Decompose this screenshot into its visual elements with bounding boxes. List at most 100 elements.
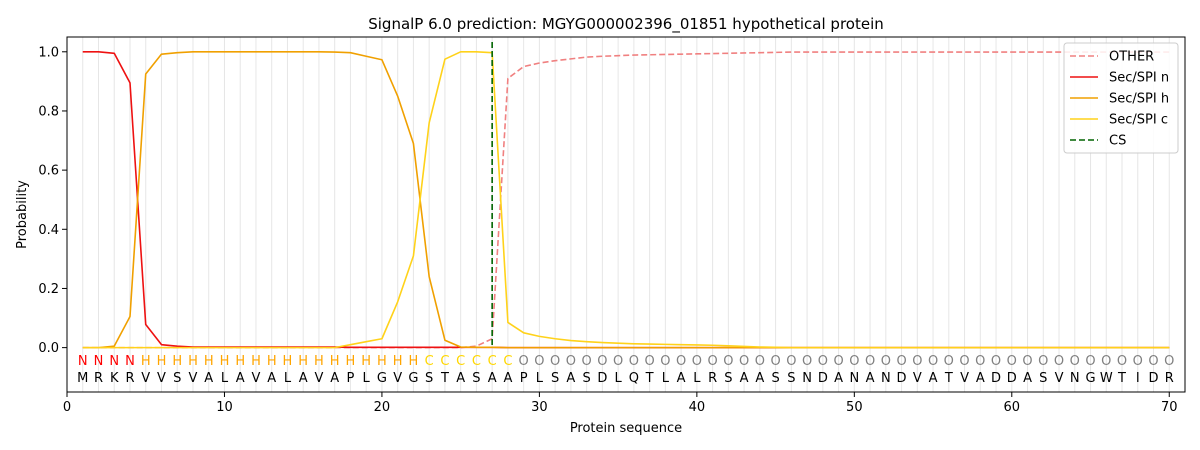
residue-letter: S bbox=[472, 371, 480, 386]
residue-letter: A bbox=[866, 371, 875, 386]
residue-letter: V bbox=[314, 371, 323, 386]
region-label: O bbox=[1038, 354, 1048, 369]
region-label: O bbox=[865, 354, 875, 369]
residue-letter: R bbox=[1165, 371, 1174, 386]
region-label: O bbox=[707, 354, 717, 369]
region-label: O bbox=[660, 354, 670, 369]
region-label: O bbox=[802, 354, 812, 369]
region-label: O bbox=[582, 354, 592, 369]
series-line-other bbox=[82, 51, 1170, 349]
residue-letter: L bbox=[221, 371, 229, 386]
residue-letter: D bbox=[991, 371, 1001, 386]
y-tick-label: 0.4 bbox=[38, 223, 59, 238]
residue-letter: S bbox=[724, 371, 732, 386]
residue-letter: D bbox=[597, 371, 607, 386]
region-label: O bbox=[692, 354, 702, 369]
legend-entry: Sec/SPI n bbox=[1109, 71, 1169, 86]
residue-letter: N bbox=[881, 371, 891, 386]
residue-letter: L bbox=[662, 371, 670, 386]
region-label: H bbox=[298, 354, 308, 369]
residue-letter: A bbox=[740, 371, 749, 386]
x-tick-label: 30 bbox=[531, 400, 548, 415]
x-tick-label: 40 bbox=[689, 400, 706, 415]
region-label: O bbox=[975, 354, 985, 369]
region-label: O bbox=[881, 354, 891, 369]
region-label: O bbox=[676, 354, 686, 369]
y-tick-label: 0.8 bbox=[38, 104, 59, 119]
x-axis-label: Protein sequence bbox=[570, 421, 682, 436]
region-label: O bbox=[1007, 354, 1017, 369]
region-label: O bbox=[629, 354, 639, 369]
region-label: O bbox=[786, 354, 796, 369]
y-tick-label: 0.6 bbox=[38, 164, 59, 179]
residue-letter: V bbox=[393, 371, 402, 386]
region-label: N bbox=[78, 354, 88, 369]
residue-letter: K bbox=[110, 371, 119, 386]
residue-letter: A bbox=[330, 371, 339, 386]
region-label: O bbox=[1101, 354, 1111, 369]
region-label: H bbox=[314, 354, 324, 369]
region-label: O bbox=[645, 354, 655, 369]
region-label: C bbox=[503, 354, 512, 369]
residue-letter: W bbox=[1100, 371, 1113, 386]
x-tick-label: 0 bbox=[63, 400, 71, 415]
residue-letter: D bbox=[1148, 371, 1158, 386]
residue-letter: A bbox=[267, 371, 276, 386]
region-label: N bbox=[94, 354, 104, 369]
legend-box bbox=[1063, 42, 1179, 154]
region-label: H bbox=[220, 354, 230, 369]
residue-letter: R bbox=[125, 371, 134, 386]
region-label: O bbox=[566, 354, 576, 369]
x-tick-label: 50 bbox=[846, 400, 863, 415]
residue-letter: S bbox=[787, 371, 795, 386]
residue-letter: R bbox=[94, 371, 103, 386]
region-label: N bbox=[125, 354, 135, 369]
residue-letter: V bbox=[913, 371, 922, 386]
residue-letter: T bbox=[1117, 371, 1126, 386]
residue-letter: A bbox=[566, 371, 575, 386]
legend-entry: OTHER bbox=[1109, 50, 1154, 65]
region-label: C bbox=[456, 354, 465, 369]
residue-letter: V bbox=[252, 371, 261, 386]
residue-letter: T bbox=[440, 371, 449, 386]
residue-letter: N bbox=[802, 371, 812, 386]
plot-frame bbox=[66, 36, 1186, 393]
residue-letter: P bbox=[520, 371, 528, 386]
sequence-annotation: NMNRNKNRHVHVHSHVHAHLHAHVHAHLHAHVHAHPHLHG… bbox=[77, 354, 1174, 386]
region-label: N bbox=[109, 354, 119, 369]
region-label: C bbox=[440, 354, 449, 369]
residue-letter: A bbox=[299, 371, 308, 386]
residue-letter: A bbox=[1023, 371, 1032, 386]
residue-letter: I bbox=[1136, 371, 1140, 386]
residue-letter: D bbox=[818, 371, 828, 386]
region-label: H bbox=[346, 354, 356, 369]
residue-letter: T bbox=[645, 371, 654, 386]
region-label: O bbox=[1054, 354, 1064, 369]
series-line-sec-spi-c bbox=[82, 50, 1170, 349]
region-label: O bbox=[755, 354, 765, 369]
residue-letter: A bbox=[204, 371, 213, 386]
region-label: H bbox=[188, 354, 198, 369]
x-tick-label: 70 bbox=[1161, 400, 1178, 415]
axes: 0 10 20 30 40 50 60 70 0.0 0.2 0.4 0.6 0.8 1.0 bbox=[38, 45, 1177, 415]
residue-letter: A bbox=[834, 371, 843, 386]
residue-letter: A bbox=[755, 371, 764, 386]
residue-letter: V bbox=[141, 371, 150, 386]
region-label: H bbox=[283, 354, 293, 369]
residue-letter: N bbox=[1070, 371, 1080, 386]
region-label: H bbox=[157, 354, 167, 369]
residue-letter: V bbox=[189, 371, 198, 386]
residue-letter: L bbox=[536, 371, 544, 386]
region-label: H bbox=[330, 354, 340, 369]
series-line-sec-spi-n bbox=[82, 50, 1170, 349]
region-label: H bbox=[251, 354, 261, 369]
y-tick-label: 0.0 bbox=[38, 341, 59, 356]
legend-entry: Sec/SPI h bbox=[1109, 92, 1169, 107]
residue-letter: S bbox=[173, 371, 181, 386]
residue-letter: A bbox=[236, 371, 245, 386]
region-label: O bbox=[739, 354, 749, 369]
residue-letter: L bbox=[363, 371, 371, 386]
region-label: H bbox=[235, 354, 245, 369]
region-label: H bbox=[267, 354, 277, 369]
series-lines bbox=[82, 42, 1170, 349]
